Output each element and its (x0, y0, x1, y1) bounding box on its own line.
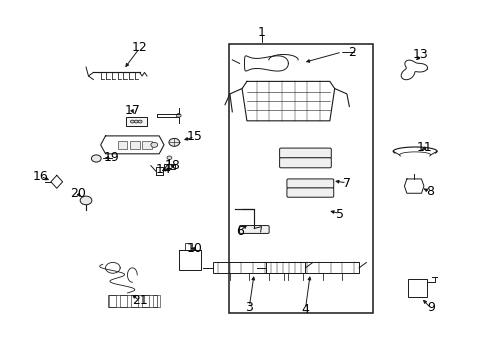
FancyBboxPatch shape (286, 179, 333, 188)
Text: 20: 20 (70, 187, 85, 200)
Bar (108, 295, 157, 307)
Bar (142, 295, 148, 307)
Bar (125, 117, 147, 126)
Circle shape (176, 114, 181, 117)
Text: 3: 3 (245, 301, 253, 314)
Circle shape (166, 156, 171, 159)
Circle shape (130, 120, 134, 123)
Text: 1: 1 (257, 27, 265, 40)
Text: 21: 21 (132, 294, 147, 307)
Text: 4: 4 (301, 303, 309, 316)
Text: 2: 2 (347, 46, 355, 59)
Circle shape (168, 138, 179, 146)
Bar (266, 262, 358, 273)
Text: 6: 6 (235, 225, 243, 238)
Bar (142, 140, 152, 149)
Bar (407, 279, 427, 297)
Text: 19: 19 (104, 151, 120, 164)
Text: 13: 13 (412, 48, 428, 61)
Bar (120, 295, 126, 307)
Text: 18: 18 (164, 159, 181, 172)
FancyBboxPatch shape (279, 148, 330, 158)
Bar (163, 163, 175, 169)
Circle shape (151, 142, 158, 147)
Text: 5: 5 (335, 208, 343, 221)
Bar (228, 44, 372, 313)
Circle shape (138, 120, 142, 123)
Text: 8: 8 (425, 185, 433, 198)
Bar (130, 140, 140, 149)
FancyBboxPatch shape (239, 226, 268, 233)
Text: 17: 17 (124, 104, 140, 117)
Circle shape (134, 120, 138, 123)
FancyBboxPatch shape (286, 188, 333, 197)
Bar (118, 140, 127, 149)
Text: 9: 9 (426, 301, 434, 314)
Text: 10: 10 (186, 242, 203, 255)
Bar (109, 295, 116, 307)
Text: 14: 14 (156, 163, 172, 176)
Bar (131, 295, 138, 307)
Text: 16: 16 (33, 170, 48, 183)
FancyBboxPatch shape (279, 158, 330, 168)
Text: 7: 7 (342, 177, 350, 190)
Circle shape (91, 155, 101, 162)
Text: 15: 15 (186, 130, 203, 144)
Bar (179, 250, 200, 270)
Circle shape (80, 196, 92, 205)
Text: 11: 11 (416, 141, 432, 154)
Text: 12: 12 (132, 41, 147, 54)
Bar (212, 262, 305, 273)
Bar (153, 295, 159, 307)
